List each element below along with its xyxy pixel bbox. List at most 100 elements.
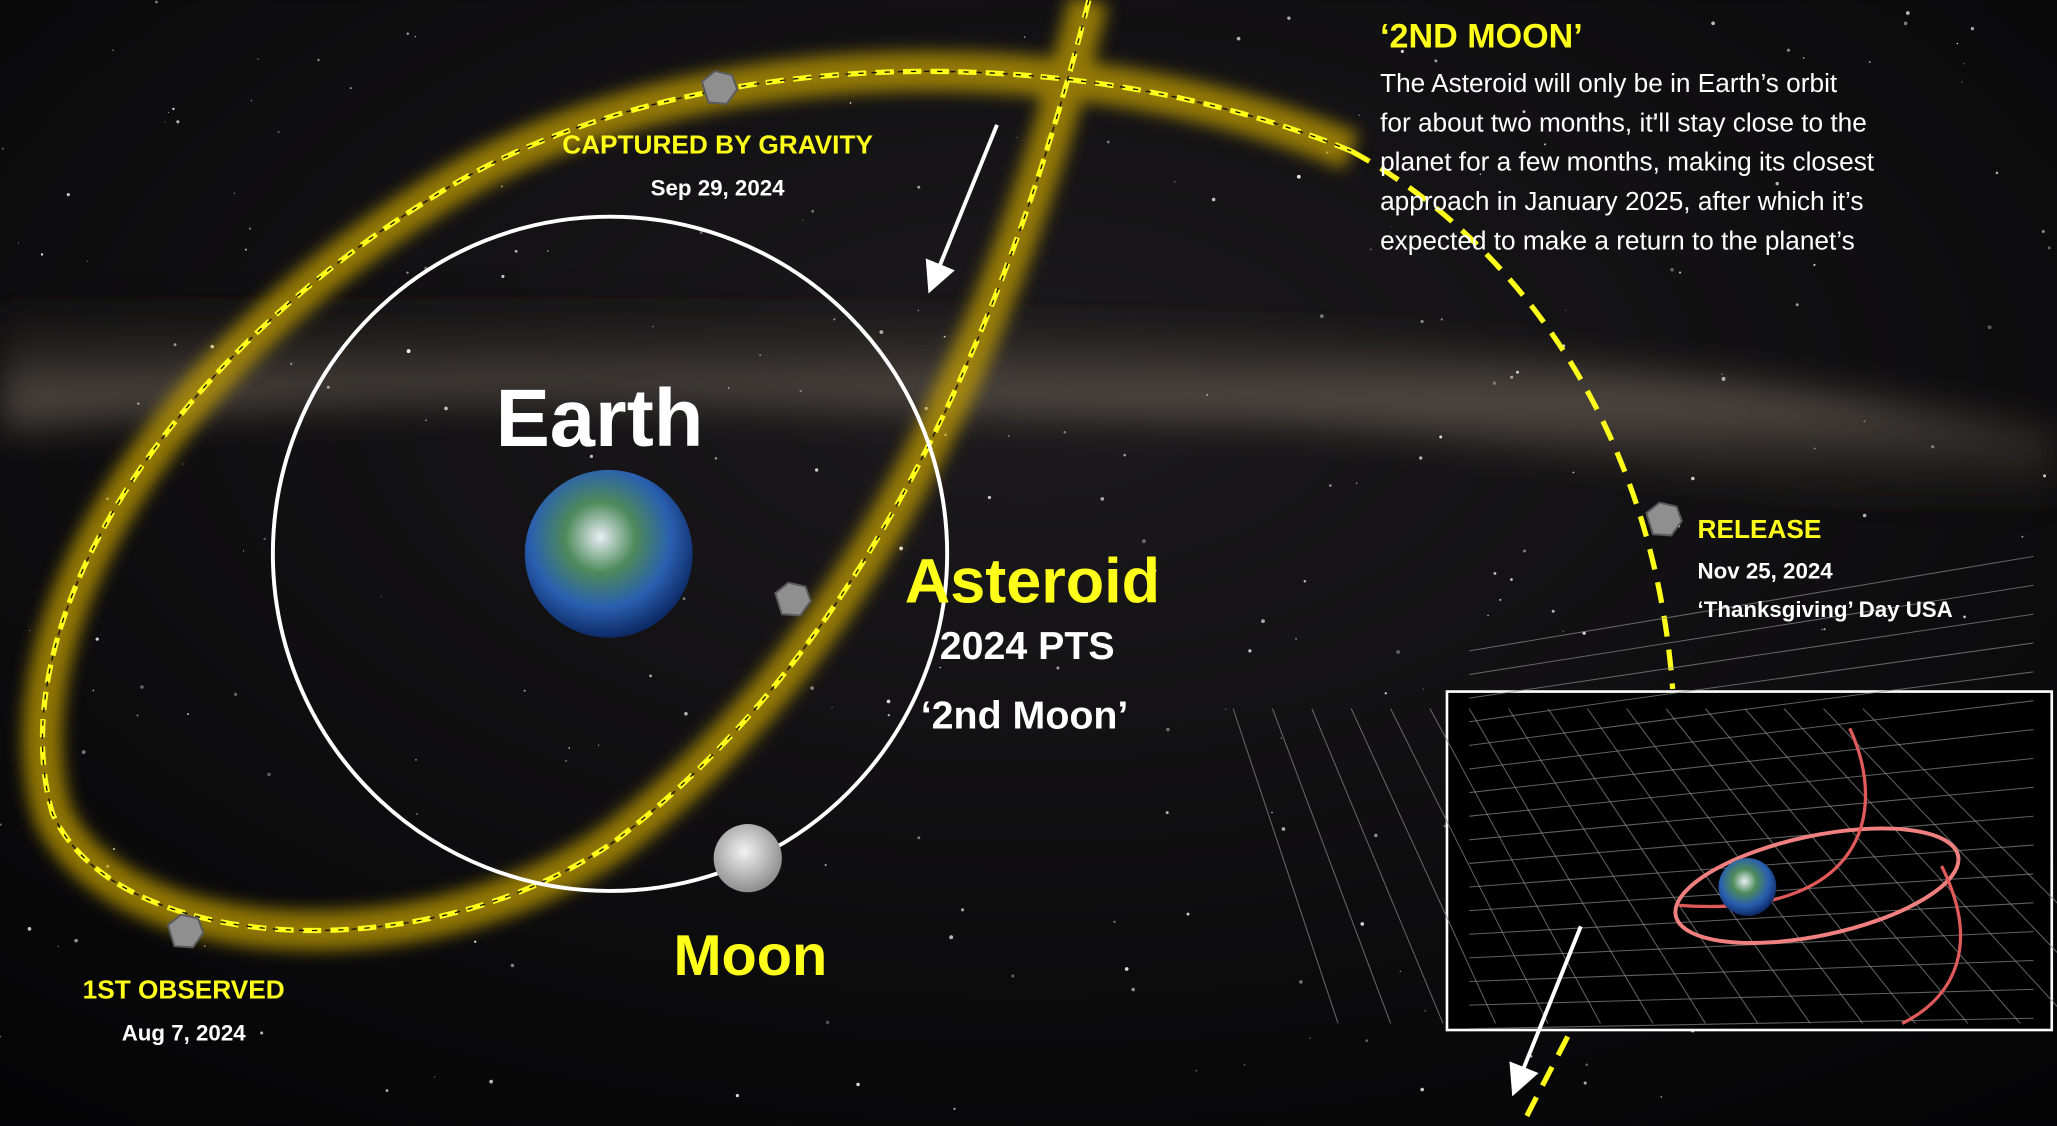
star <box>243 550 244 551</box>
star <box>113 848 115 850</box>
star <box>833 318 835 320</box>
star <box>137 402 139 404</box>
star <box>501 185 503 187</box>
star <box>736 1094 739 1097</box>
moon <box>714 824 782 892</box>
star <box>1821 629 1823 631</box>
star <box>74 939 78 943</box>
star <box>1329 484 1332 487</box>
star <box>489 1080 493 1084</box>
star <box>2021 536 2023 538</box>
star <box>350 87 352 89</box>
star <box>1563 631 1564 632</box>
star <box>381 596 382 597</box>
star <box>112 50 113 51</box>
asteroid-nickname: ‘2nd Moon’ <box>921 693 1129 737</box>
star <box>1131 988 1135 992</box>
star <box>317 59 319 61</box>
star <box>245 249 247 251</box>
star <box>1187 913 1190 916</box>
star <box>1691 477 1695 481</box>
star <box>1206 394 1208 396</box>
star <box>1787 49 1790 52</box>
release-label: RELEASE <box>1698 514 1822 544</box>
star <box>1957 43 1958 44</box>
star <box>1360 922 1364 926</box>
star <box>174 343 177 346</box>
star <box>810 686 813 689</box>
star <box>1419 456 1422 459</box>
star <box>1722 377 1726 381</box>
star <box>1584 1081 1587 1084</box>
star <box>1358 114 1360 116</box>
star <box>917 836 920 839</box>
star <box>1963 615 1966 618</box>
star <box>155 1 158 4</box>
star <box>1439 436 1442 439</box>
page: ‘2ND MOON’ The Asteroid will only be in … <box>0 0 2057 1126</box>
star <box>1107 141 1110 144</box>
star <box>136 714 138 716</box>
star <box>1803 57 1805 59</box>
info-line: The Asteroid will only be in Earth’s orb… <box>1380 68 1838 98</box>
star <box>277 131 279 133</box>
star <box>386 1089 389 1092</box>
star <box>1813 264 1815 266</box>
info-line: approach in January 2025, after which it… <box>1380 186 1863 216</box>
star <box>1287 16 1290 19</box>
star <box>1775 182 1778 185</box>
earth-label: Earth <box>496 373 704 464</box>
star <box>1125 967 1129 971</box>
star <box>260 1032 263 1035</box>
star <box>187 713 189 715</box>
star <box>918 310 919 311</box>
star <box>815 468 818 471</box>
star <box>1101 497 1105 501</box>
star <box>825 864 827 866</box>
star <box>565 760 567 762</box>
star <box>290 363 292 365</box>
star <box>1863 514 1867 518</box>
asteroid-designation: 2024 PTS <box>940 624 1115 668</box>
star <box>598 744 599 745</box>
star <box>899 547 903 551</box>
star <box>1212 198 1216 202</box>
star <box>164 121 165 122</box>
star <box>1244 1064 1246 1066</box>
asteroid-label: Asteroid <box>905 546 1160 616</box>
star <box>826 1021 829 1024</box>
star <box>263 538 266 541</box>
star <box>1510 578 1513 581</box>
star <box>211 345 215 349</box>
star <box>1423 688 1424 689</box>
info-line: expected to make a return to the planet’… <box>1380 225 1855 255</box>
star <box>249 227 251 229</box>
star <box>96 637 99 640</box>
star <box>879 330 883 334</box>
star <box>1544 143 1546 145</box>
star <box>58 946 59 947</box>
star <box>1814 448 1816 450</box>
star <box>415 759 417 761</box>
info-title: ‘2ND MOON’ <box>1380 17 1583 55</box>
star <box>1721 373 1722 374</box>
first-observed-date: Aug 7, 2024 <box>122 1021 247 1046</box>
star <box>917 186 920 189</box>
star <box>1572 472 1574 474</box>
star <box>800 390 802 392</box>
star <box>1421 320 1424 323</box>
star <box>257 58 258 59</box>
star <box>1493 381 1497 385</box>
star <box>267 773 271 777</box>
info-line: for about two months, it’ll stay close t… <box>1380 107 1867 137</box>
star <box>684 712 688 716</box>
star <box>1679 272 1681 274</box>
star <box>568 747 570 749</box>
star <box>652 326 653 327</box>
star <box>2042 230 2045 233</box>
star <box>1988 325 1992 329</box>
star <box>168 112 169 113</box>
star <box>1385 692 1387 694</box>
star <box>811 210 814 213</box>
star <box>1796 303 1799 306</box>
